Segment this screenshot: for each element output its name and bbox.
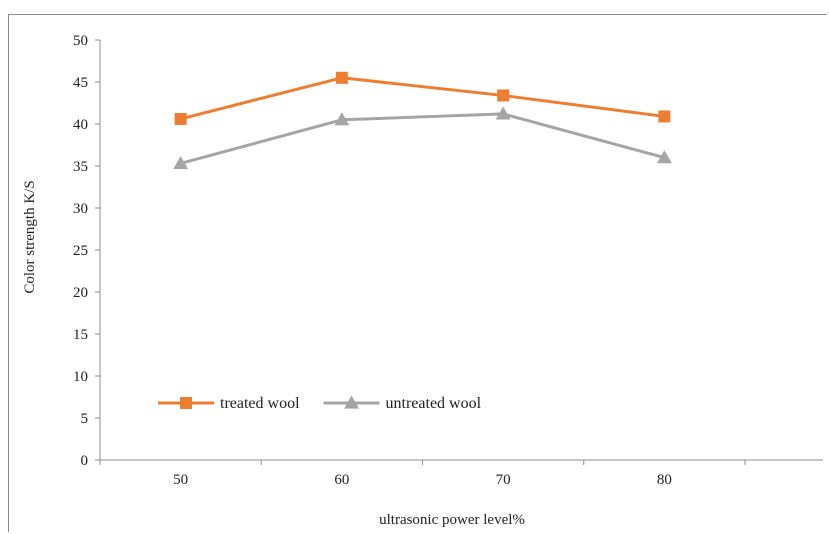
chart-frame bbox=[8, 14, 827, 532]
x-tick-label: 60 bbox=[334, 472, 349, 488]
y-tick-label: 5 bbox=[81, 411, 89, 427]
data-point-untreated-wool bbox=[334, 112, 350, 126]
x-tick-label: 80 bbox=[657, 472, 672, 488]
y-tick-label: 10 bbox=[73, 369, 88, 385]
y-tick-label: 0 bbox=[81, 453, 89, 469]
x-tick-label: 50 bbox=[173, 472, 188, 488]
legend-item-untreated-wool: untreated wool bbox=[323, 395, 482, 412]
legend-label: untreated wool bbox=[386, 395, 482, 412]
y-tick-label: 45 bbox=[73, 75, 88, 91]
data-point-untreated-wool bbox=[495, 106, 511, 120]
y-axis-title: Color strength K/S bbox=[22, 180, 38, 293]
y-tick-label: 20 bbox=[73, 285, 88, 301]
y-tick-label: 50 bbox=[73, 33, 88, 49]
x-axis-title: ultrasonic power level% bbox=[379, 512, 525, 528]
data-point-treated-wool bbox=[335, 71, 348, 84]
data-point-treated-wool bbox=[658, 110, 671, 123]
y-tick-label: 35 bbox=[73, 159, 88, 175]
series-line-untreated-wool bbox=[180, 112, 665, 165]
series-treated-wool bbox=[174, 71, 671, 125]
series-untreated-wool bbox=[173, 106, 672, 170]
y-tick-label: 15 bbox=[73, 327, 88, 343]
x-tick-labels: 50 60 70 80 bbox=[173, 472, 672, 488]
data-point-treated-wool bbox=[174, 112, 187, 125]
x-tick-label: 70 bbox=[496, 472, 511, 488]
series-line-treated-wool bbox=[180, 76, 665, 121]
data-point-untreated-wool bbox=[656, 150, 672, 164]
data-point-treated-wool bbox=[497, 89, 510, 102]
legend-item-treated-wool: treated wool bbox=[158, 395, 300, 412]
legend-label: treated wool bbox=[220, 395, 300, 412]
y-tick-labels: 0 5 10 15 20 25 30 35 40 45 50 bbox=[73, 33, 88, 469]
legend-swatch-marker bbox=[180, 397, 192, 409]
legend-swatch-marker bbox=[344, 395, 360, 409]
data-point-untreated-wool bbox=[173, 155, 189, 170]
series-group bbox=[173, 71, 672, 170]
y-tick-label: 25 bbox=[73, 243, 88, 259]
y-tick-label: 40 bbox=[73, 117, 88, 133]
legend: treated wool untreated wool bbox=[158, 395, 482, 412]
axes bbox=[95, 39, 823, 465]
y-tick-label: 30 bbox=[73, 201, 88, 217]
